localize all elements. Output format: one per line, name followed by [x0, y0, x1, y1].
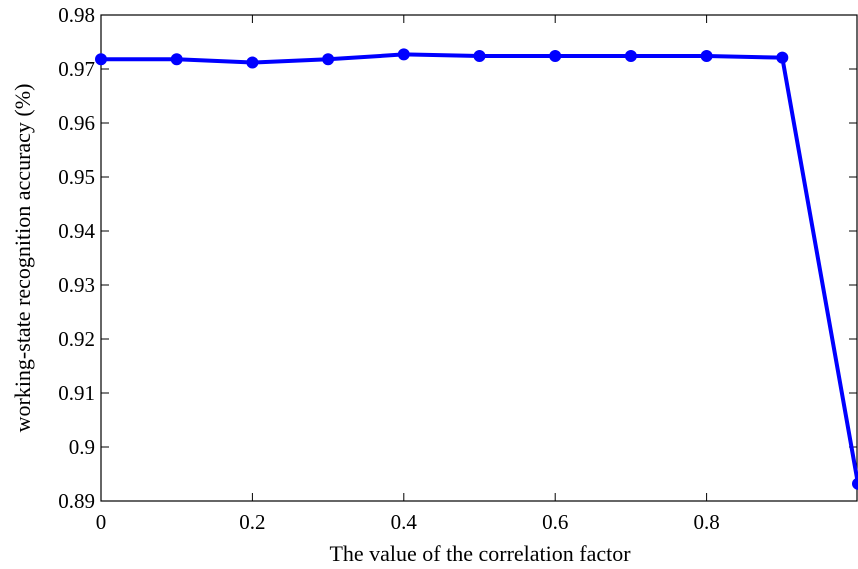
- y-axis: 0.89 0.9 0.91 0.92 0.93 0.94 0.95 0.96 0.97 0.98: [58, 3, 857, 513]
- y-tick-label: 0.89: [58, 489, 95, 513]
- data-point: [397, 48, 410, 61]
- data-point: [322, 53, 335, 66]
- plot-border: [100, 14, 858, 502]
- y-tick-label: 0.9: [69, 435, 95, 459]
- data-point: [700, 50, 713, 63]
- y-tick-label: 0.92: [58, 327, 95, 351]
- data-point: [852, 477, 858, 490]
- data-point: [776, 51, 789, 64]
- x-tick-label: 0.2: [239, 510, 265, 534]
- series-line: [101, 52, 858, 485]
- x-axis-label: The value of the correlation factor: [329, 541, 631, 566]
- data-point: [95, 53, 107, 66]
- y-tick-label: 0.91: [58, 381, 95, 405]
- data-point: [170, 53, 183, 66]
- data-point: [549, 50, 562, 63]
- x-tick-label: 0.6: [542, 510, 568, 534]
- series-layer: [95, 48, 858, 490]
- plot-area: [100, 14, 858, 502]
- y-axis-label: working-state recognition accuracy (%): [10, 84, 35, 433]
- x-tick-label: 0.8: [693, 510, 719, 534]
- y-tick-label: 0.97: [58, 57, 95, 81]
- data-point: [246, 56, 259, 69]
- x-axis: 0 0.2 0.4 0.6 0.8: [96, 15, 720, 534]
- data-point: [473, 50, 486, 63]
- y-tick-label: 0.98: [58, 3, 95, 27]
- y-tick-label: 0.96: [58, 111, 95, 135]
- data-point: [624, 50, 637, 63]
- y-tick-label: 0.95: [58, 165, 95, 189]
- y-tick-label: 0.93: [58, 273, 95, 297]
- y-tick-label: 0.94: [58, 219, 95, 243]
- x-tick-label: 0.4: [391, 510, 418, 534]
- x-tick-label: 0: [96, 510, 107, 534]
